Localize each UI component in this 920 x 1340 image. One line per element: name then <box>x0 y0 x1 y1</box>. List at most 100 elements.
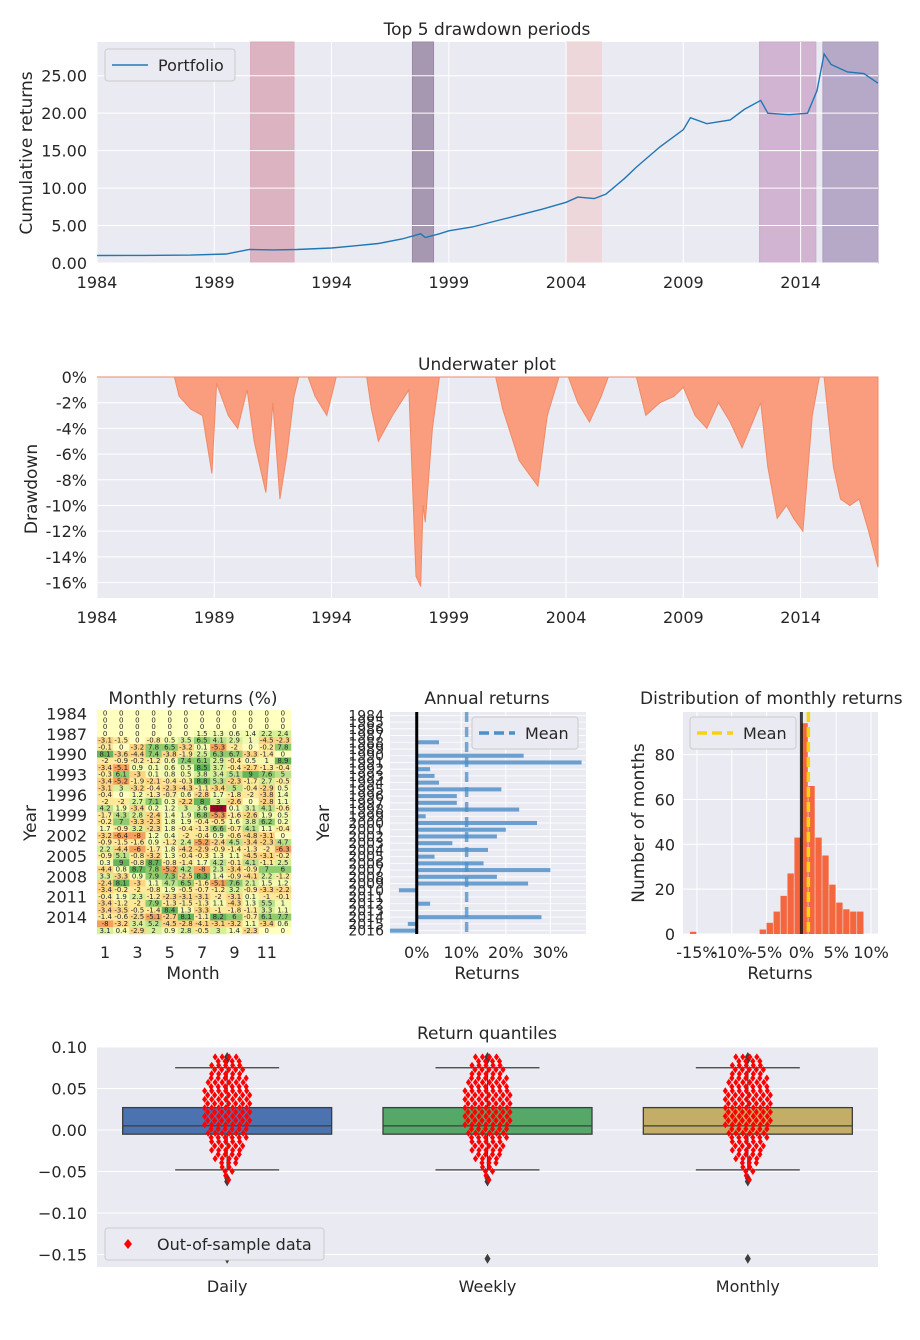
out-of-sample-marker <box>757 1087 763 1095</box>
heatmap-cell <box>258 764 276 772</box>
out-of-sample-marker <box>247 1091 253 1099</box>
heatmap-cell-label: -3.4 <box>98 764 112 772</box>
heatmap-cell-label: 6.7 <box>229 750 240 758</box>
x-tick-label: Weekly <box>459 1277 517 1296</box>
heatmap-cell <box>258 872 276 880</box>
heatmap-cell <box>129 818 146 826</box>
heatmap-cell <box>258 913 276 921</box>
out-of-sample-marker <box>736 1112 742 1120</box>
heatmap-cell-label: -0.4 <box>244 784 258 792</box>
out-of-sample-marker <box>722 1087 728 1095</box>
heatmap-cell <box>226 845 243 853</box>
heatmap-cell-label: 0.5 <box>277 811 288 819</box>
legend-label-portfolio: Portfolio <box>158 56 224 75</box>
out-of-sample-marker <box>479 1129 486 1137</box>
heatmap-cell-label: -3.1 <box>98 737 112 745</box>
heatmap-cell <box>177 750 195 758</box>
heatmap-cell <box>194 784 211 792</box>
heatmap-cell <box>97 771 114 779</box>
heatmap-cell-label: -2.3 <box>244 927 258 935</box>
chart-title: Distribution of monthly returns <box>640 689 903 709</box>
annual-return-bar <box>416 820 537 826</box>
y-tick-label: 2009 <box>348 877 384 893</box>
out-of-sample-marker <box>486 1053 493 1061</box>
heatmap-cell <box>97 764 114 772</box>
heatmap-cell-label: 4.2 <box>213 859 224 867</box>
heatmap-cell <box>258 716 276 724</box>
out-of-sample-marker <box>507 1091 513 1099</box>
out-of-sample-marker <box>479 1099 485 1108</box>
out-of-sample-marker <box>216 1095 222 1103</box>
heatmap-cell <box>177 798 195 806</box>
out-of-sample-marker <box>500 1066 506 1074</box>
heatmap-cell <box>113 893 130 901</box>
heatmap-cell <box>161 838 179 847</box>
heatmap-cell <box>97 825 114 833</box>
heatmap-cell-label: 3.1 <box>245 805 256 813</box>
out-of-sample-marker <box>209 1146 215 1154</box>
legend: Out-of-sample data <box>104 1227 325 1261</box>
out-of-sample-marker <box>486 1176 492 1184</box>
heatmap-cell <box>145 777 162 785</box>
heatmap-cell-label: -3.2 <box>131 784 145 792</box>
heatmap-cell-label: -3.4 <box>228 866 242 874</box>
heatmap-cell <box>274 872 292 880</box>
heatmap-cell-label: 5.1 <box>116 852 127 860</box>
heatmap-cell-label: 0 <box>184 730 188 738</box>
heatmap-cell <box>129 710 146 718</box>
heatmap-cell <box>210 757 227 765</box>
out-of-sample-marker <box>750 1133 756 1142</box>
heatmap-cell <box>177 730 195 738</box>
heatmap-cell-label: -1.4 <box>228 845 242 853</box>
heatmap-cell-label: 3.7 <box>213 764 224 772</box>
heatmap-cell-label: -1.1 <box>195 913 209 921</box>
out-of-sample-marker <box>237 1112 243 1120</box>
annual-return-bar <box>416 767 431 772</box>
heatmap-cell <box>194 920 211 928</box>
y-tick-label: 1984 <box>348 708 384 724</box>
out-of-sample-marker <box>212 1091 218 1099</box>
out-of-sample-marker <box>219 1053 225 1061</box>
x-tick-label: 2004 <box>546 273 587 292</box>
heatmap-cell <box>145 784 162 792</box>
heatmap-cell <box>129 927 146 935</box>
heatmap-cell <box>274 886 292 894</box>
heatmap-cell <box>161 716 179 724</box>
heatmap-cell <box>274 852 292 860</box>
x-tick-label: 10% <box>853 943 889 962</box>
heatmap-cell <box>258 886 276 894</box>
out-of-sample-marker <box>760 1142 766 1150</box>
out-of-sample-marker <box>764 1074 770 1082</box>
out-of-sample-marker <box>226 1176 232 1184</box>
heatmap-cell <box>97 832 114 840</box>
drawdown-periods-panel: 1984 1989 1994 1999 2004 2009 2014 0.00 5.00 10.0… <box>17 20 879 292</box>
out-of-sample-marker <box>746 1176 752 1184</box>
heatmap-cell <box>274 845 292 853</box>
heatmap-cell-label: 2.8 <box>132 811 143 819</box>
heatmap-cell-label: -1.1 <box>260 859 274 867</box>
out-of-sample-marker <box>223 1104 229 1112</box>
heatmap-cell <box>145 798 162 806</box>
heatmap-cell-label: -5.1 <box>147 913 161 921</box>
heatmap-cell <box>129 805 146 813</box>
out-of-sample-marker <box>757 1150 763 1159</box>
heatmap-cell <box>145 716 162 724</box>
out-of-sample-marker <box>247 1099 253 1108</box>
out-of-sample-marker <box>753 1116 759 1125</box>
heatmap-cell-label: 0 <box>168 730 172 738</box>
heatmap-cell-label: 1.1 <box>277 906 288 914</box>
heatmap-cell <box>210 777 227 785</box>
out-of-sample-marker <box>202 1121 208 1129</box>
heatmap-cell <box>194 866 211 874</box>
out-of-sample-marker <box>479 1053 486 1061</box>
histogram-bar <box>815 837 822 934</box>
out-of-sample-marker <box>475 1125 482 1133</box>
out-of-sample-marker <box>489 1167 496 1175</box>
heatmap-cell-label: 7.9 <box>148 872 159 880</box>
heatmap-cell <box>258 818 276 826</box>
heatmap-cell-label: -4.1 <box>195 920 209 928</box>
heatmap-cell <box>177 716 195 724</box>
heatmap-cell <box>210 927 227 935</box>
heatmap-cell <box>129 832 146 840</box>
